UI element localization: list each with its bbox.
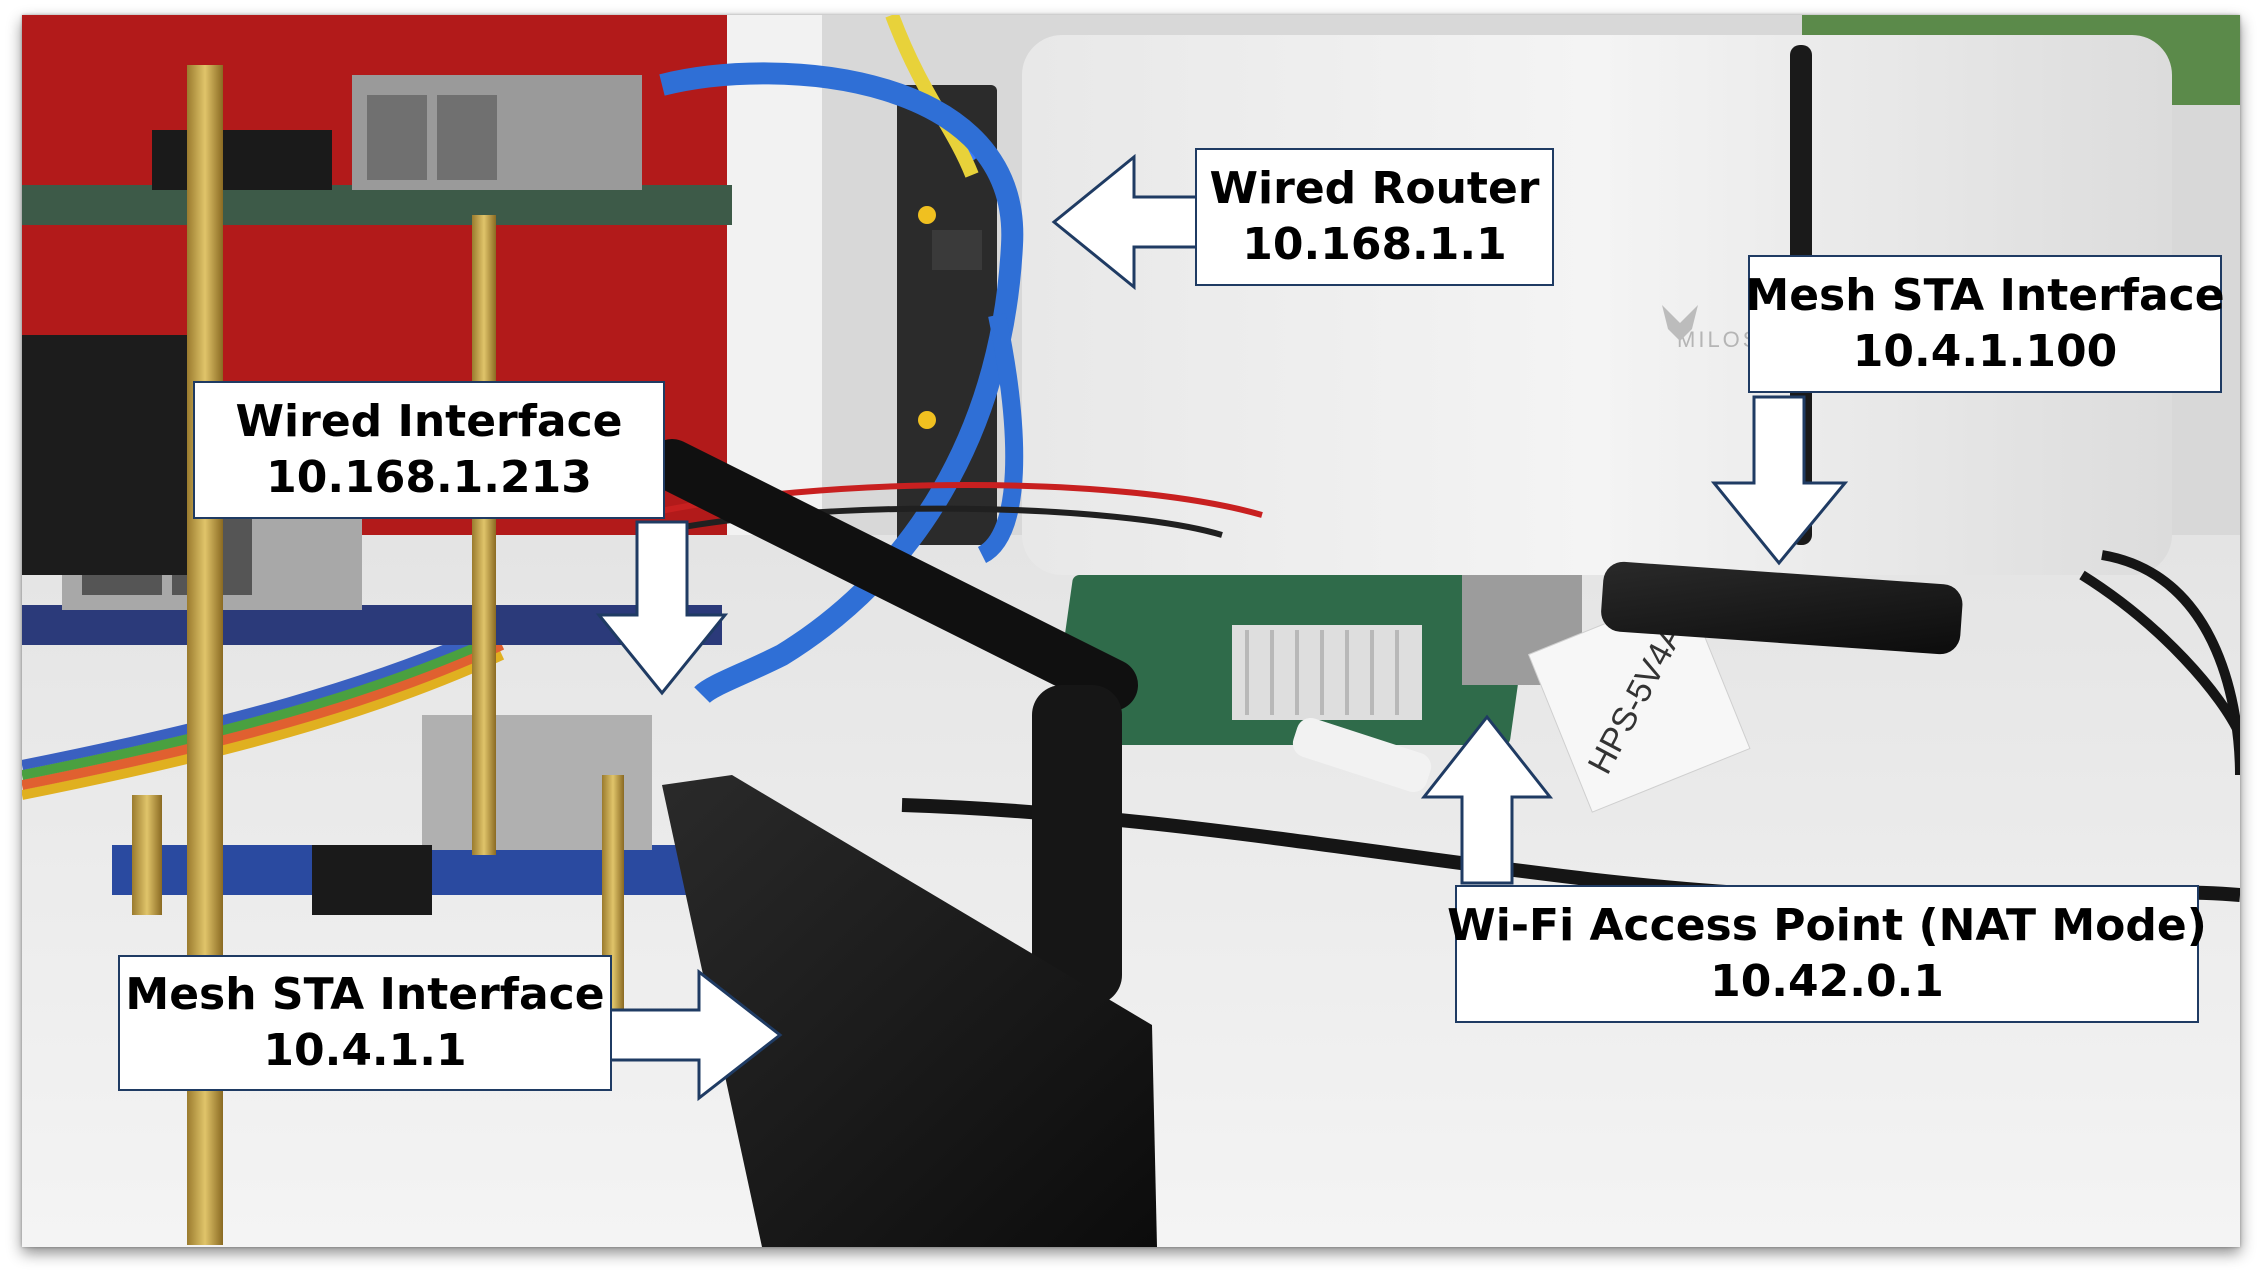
mesh-dongle-front [662, 775, 1157, 1247]
top-board [22, 185, 732, 225]
brass-standoff [132, 795, 162, 915]
label-ip: 10.42.0.1 [1710, 956, 1944, 1007]
paper-tag: HPS-5V4A [1527, 590, 1751, 813]
black-cable [2079, 570, 2240, 738]
arrow-wired-interface [595, 520, 729, 696]
ribbon-cable [22, 650, 505, 800]
ribbon-cable [22, 640, 505, 790]
antenna-base [1032, 685, 1122, 1005]
black-cable [2101, 550, 2240, 776]
router-logo-mark [1662, 305, 1698, 341]
label-title: Mesh STA Interface [1745, 270, 2225, 321]
label-wifi-ap: Wi-Fi Access Point (NAT Mode) 10.42.0.1 [1447, 885, 2207, 1023]
mesh-dongle-right [1601, 561, 1963, 655]
case-side [22, 335, 202, 575]
usb-c-cable [1292, 717, 1432, 793]
antenna [646, 439, 1138, 711]
label-ip: 10.168.1.213 [266, 452, 592, 503]
label-title: Wired Interface [235, 396, 623, 447]
black-wire [641, 505, 1223, 538]
router-logo-text: MILOS [1677, 327, 1760, 352]
label-ip: 10.4.1.100 [1852, 326, 2118, 377]
arrow-mesh-sta-right [1710, 395, 1849, 566]
ribbon-cable [22, 620, 505, 770]
usb-port [367, 95, 427, 180]
router-led [918, 206, 936, 224]
photo-frame: MILOS [22, 15, 2240, 1247]
right-heatsink [1232, 625, 1422, 720]
heatsink [152, 130, 332, 190]
router-port [932, 230, 982, 270]
brass-standoff [472, 215, 496, 855]
ribbon-cable [22, 630, 505, 780]
hardware-photo: MILOS [22, 15, 2240, 1247]
usb-port [437, 95, 497, 180]
label-mesh-sta-left: Mesh STA Interface 10.4.1.1 [118, 955, 612, 1091]
arrow-mesh-sta-left [607, 968, 783, 1102]
label-ip: 10.4.1.1 [263, 1025, 467, 1076]
heatsink-small [312, 845, 432, 915]
label-wired-interface: Wired Interface 10.168.1.213 [193, 381, 665, 519]
label-title: Wi-Fi Access Point (NAT Mode) [1447, 900, 2207, 951]
label-mesh-sta-right: Mesh STA Interface 10.4.1.100 [1745, 255, 2225, 393]
arrow-wired-router [1051, 153, 1217, 291]
arrow-wifi-ap [1420, 714, 1554, 885]
label-title: Wired Router [1209, 163, 1540, 214]
label-ip: 10.168.1.1 [1242, 219, 1507, 270]
ethernet-cable [977, 313, 1024, 564]
label-title: Mesh STA Interface [125, 969, 605, 1020]
router-led [918, 411, 936, 429]
label-wired-router: Wired Router 10.168.1.1 [1195, 148, 1554, 286]
heatsink-fins [1245, 630, 1399, 715]
